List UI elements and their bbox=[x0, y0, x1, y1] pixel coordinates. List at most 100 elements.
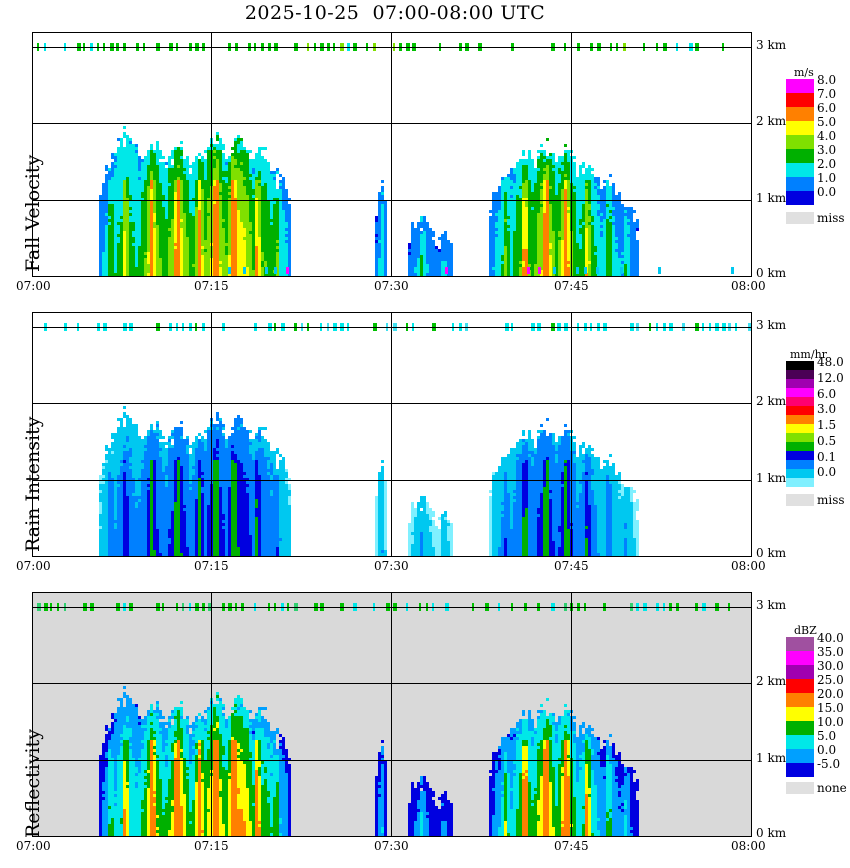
xtick-0715-p2: 07:15 bbox=[194, 559, 229, 573]
colorbar-swatch bbox=[786, 397, 814, 406]
data-layer-rain-intensity bbox=[33, 313, 751, 556]
xtick-0700-p2: 07:00 bbox=[16, 559, 51, 573]
gridline-3km bbox=[33, 47, 751, 48]
colorbar-tick-label: 6.0 bbox=[817, 101, 837, 115]
ytick-0km-p1: 0 km bbox=[756, 266, 787, 280]
ytick-1km-p1: 1 km bbox=[756, 191, 787, 205]
colorbar-swatch bbox=[786, 135, 814, 149]
colorbar-strip-reflectivity bbox=[786, 637, 814, 777]
colorbar-swatch bbox=[786, 388, 814, 397]
xtick-0800-p2: 08:00 bbox=[731, 559, 766, 573]
plot-area-fall-velocity bbox=[32, 32, 752, 277]
gridline-0745 bbox=[571, 593, 572, 836]
gridline-0715 bbox=[211, 313, 212, 556]
gridline-0745 bbox=[571, 33, 572, 276]
colorbar-swatch bbox=[786, 665, 814, 679]
gridline-2km bbox=[33, 123, 751, 124]
colorbar-swatch bbox=[786, 707, 814, 721]
colorbar-swatch bbox=[786, 433, 814, 442]
gridline-0715 bbox=[211, 593, 212, 836]
ytick-0km-p3: 0 km bbox=[756, 826, 787, 840]
colorbar-tick-label: 12.0 bbox=[817, 370, 844, 385]
colorbar-swatch bbox=[786, 749, 814, 763]
colorbar-swatch bbox=[786, 149, 814, 163]
colorbar-rain-intensity: mm/hr miss 48.0 12.0 6.0 3.0 1.5 0.5 0.1 0.0 bbox=[786, 348, 850, 513]
gridline-0730 bbox=[391, 593, 392, 836]
gridline-3km bbox=[33, 607, 751, 608]
panel-rain-intensity bbox=[32, 312, 752, 557]
colorbar-missing-swatch-fall-velocity bbox=[786, 212, 814, 224]
colorbar-strip-rain-intensity bbox=[786, 361, 814, 487]
gridline-0715 bbox=[211, 33, 212, 276]
colorbar-tick-label: -5.0 bbox=[817, 757, 841, 771]
colorbar-tick-label: 25.0 bbox=[817, 673, 844, 687]
colorbar-swatch bbox=[786, 424, 814, 433]
colorbar-tick-label: 8.0 bbox=[817, 73, 837, 87]
colorbar-tick-label: 3.0 bbox=[817, 143, 837, 157]
colorbar-swatch bbox=[786, 406, 814, 415]
colorbar-swatch bbox=[786, 177, 814, 191]
xtick-0730-p2: 07:30 bbox=[374, 559, 409, 573]
gridline-2km bbox=[33, 403, 751, 404]
colorbar-swatch bbox=[786, 163, 814, 177]
ytick-2km-p2: 2 km bbox=[756, 394, 787, 408]
colorbar-tick-label: 0.0 bbox=[817, 185, 837, 199]
colorbar-tick-label: 2.0 bbox=[817, 157, 837, 171]
ytick-2km-p1: 2 km bbox=[756, 114, 787, 128]
colorbar-tick-label: 35.0 bbox=[817, 645, 844, 659]
page-title: 2025-10-25 07:00-08:00 UTC bbox=[244, 2, 546, 24]
colorbar-units-fall-velocity: m/s bbox=[794, 66, 814, 79]
colorbar-swatch bbox=[786, 763, 814, 777]
gridline-1km bbox=[33, 760, 751, 761]
colorbar-swatch bbox=[786, 651, 814, 665]
colorbar-tick-label: 0.0 bbox=[817, 465, 837, 480]
colorbar-swatch bbox=[786, 679, 814, 693]
colorbar-swatch bbox=[786, 191, 814, 205]
gridline-3km bbox=[33, 327, 751, 328]
colorbar-swatch bbox=[786, 442, 814, 451]
colorbar-swatch bbox=[786, 735, 814, 749]
ytick-3km-p3: 3 km bbox=[756, 598, 787, 612]
xtick-0745-p1: 07:45 bbox=[554, 279, 589, 293]
colorbar-tick-label: 3.0 bbox=[817, 402, 837, 417]
xtick-0730-p1: 07:30 bbox=[374, 279, 409, 293]
colorbar-strip-fall-velocity bbox=[786, 79, 814, 205]
data-layer-reflectivity bbox=[33, 593, 751, 836]
colorbar-swatch bbox=[786, 478, 814, 487]
colorbar-swatch bbox=[786, 693, 814, 707]
colorbar-tick-label: 20.0 bbox=[817, 687, 844, 701]
panel-reflectivity bbox=[32, 592, 752, 837]
colorbar-tick-label: 48.0 bbox=[817, 355, 844, 369]
colorbar-swatch bbox=[786, 415, 814, 424]
panel-label-reflectivity: Reflectivity bbox=[22, 729, 44, 838]
ytick-0km-p2: 0 km bbox=[756, 546, 787, 560]
colorbar-missing-label-reflectivity: none bbox=[817, 781, 847, 795]
colorbar-swatch bbox=[786, 361, 814, 370]
gridline-0730 bbox=[391, 33, 392, 276]
gridline-1km bbox=[33, 480, 751, 481]
gridline-0730 bbox=[391, 313, 392, 556]
colorbar-tick-label: 0.5 bbox=[817, 433, 837, 448]
colorbar-swatch bbox=[786, 370, 814, 379]
gridline-1km bbox=[33, 200, 751, 201]
colorbar-tick-label: 15.0 bbox=[817, 701, 844, 715]
colorbar-tick-label: 0.1 bbox=[817, 449, 837, 464]
colorbar-swatch bbox=[786, 93, 814, 107]
xtick-0715-p1: 07:15 bbox=[194, 279, 229, 293]
colorbar-swatch bbox=[786, 121, 814, 135]
xtick-0800-p1: 08:00 bbox=[731, 279, 766, 293]
colorbar-tick-label: 1.5 bbox=[817, 418, 837, 432]
colorbar-missing-label-fall-velocity: miss bbox=[817, 211, 845, 225]
xtick-0700-p1: 07:00 bbox=[16, 279, 51, 293]
xtick-0745-p3: 07:45 bbox=[554, 839, 589, 853]
colorbar-fall-velocity: m/s miss 8.0 7.0 6.0 5.0 4.0 3.0 2.0 1.0 0.0 bbox=[786, 66, 850, 226]
gridline-0745 bbox=[571, 313, 572, 556]
plot-area-rain-intensity bbox=[32, 312, 752, 557]
ytick-3km-p2: 3 km bbox=[756, 318, 787, 332]
colorbar-swatch bbox=[786, 79, 814, 93]
colorbar-tick-label: 7.0 bbox=[817, 87, 837, 101]
xtick-0745-p2: 07:45 bbox=[554, 559, 589, 573]
colorbar-units-rain-intensity: mm/hr bbox=[790, 348, 827, 361]
colorbar-swatch bbox=[786, 107, 814, 121]
ytick-2km-p3: 2 km bbox=[756, 674, 787, 688]
